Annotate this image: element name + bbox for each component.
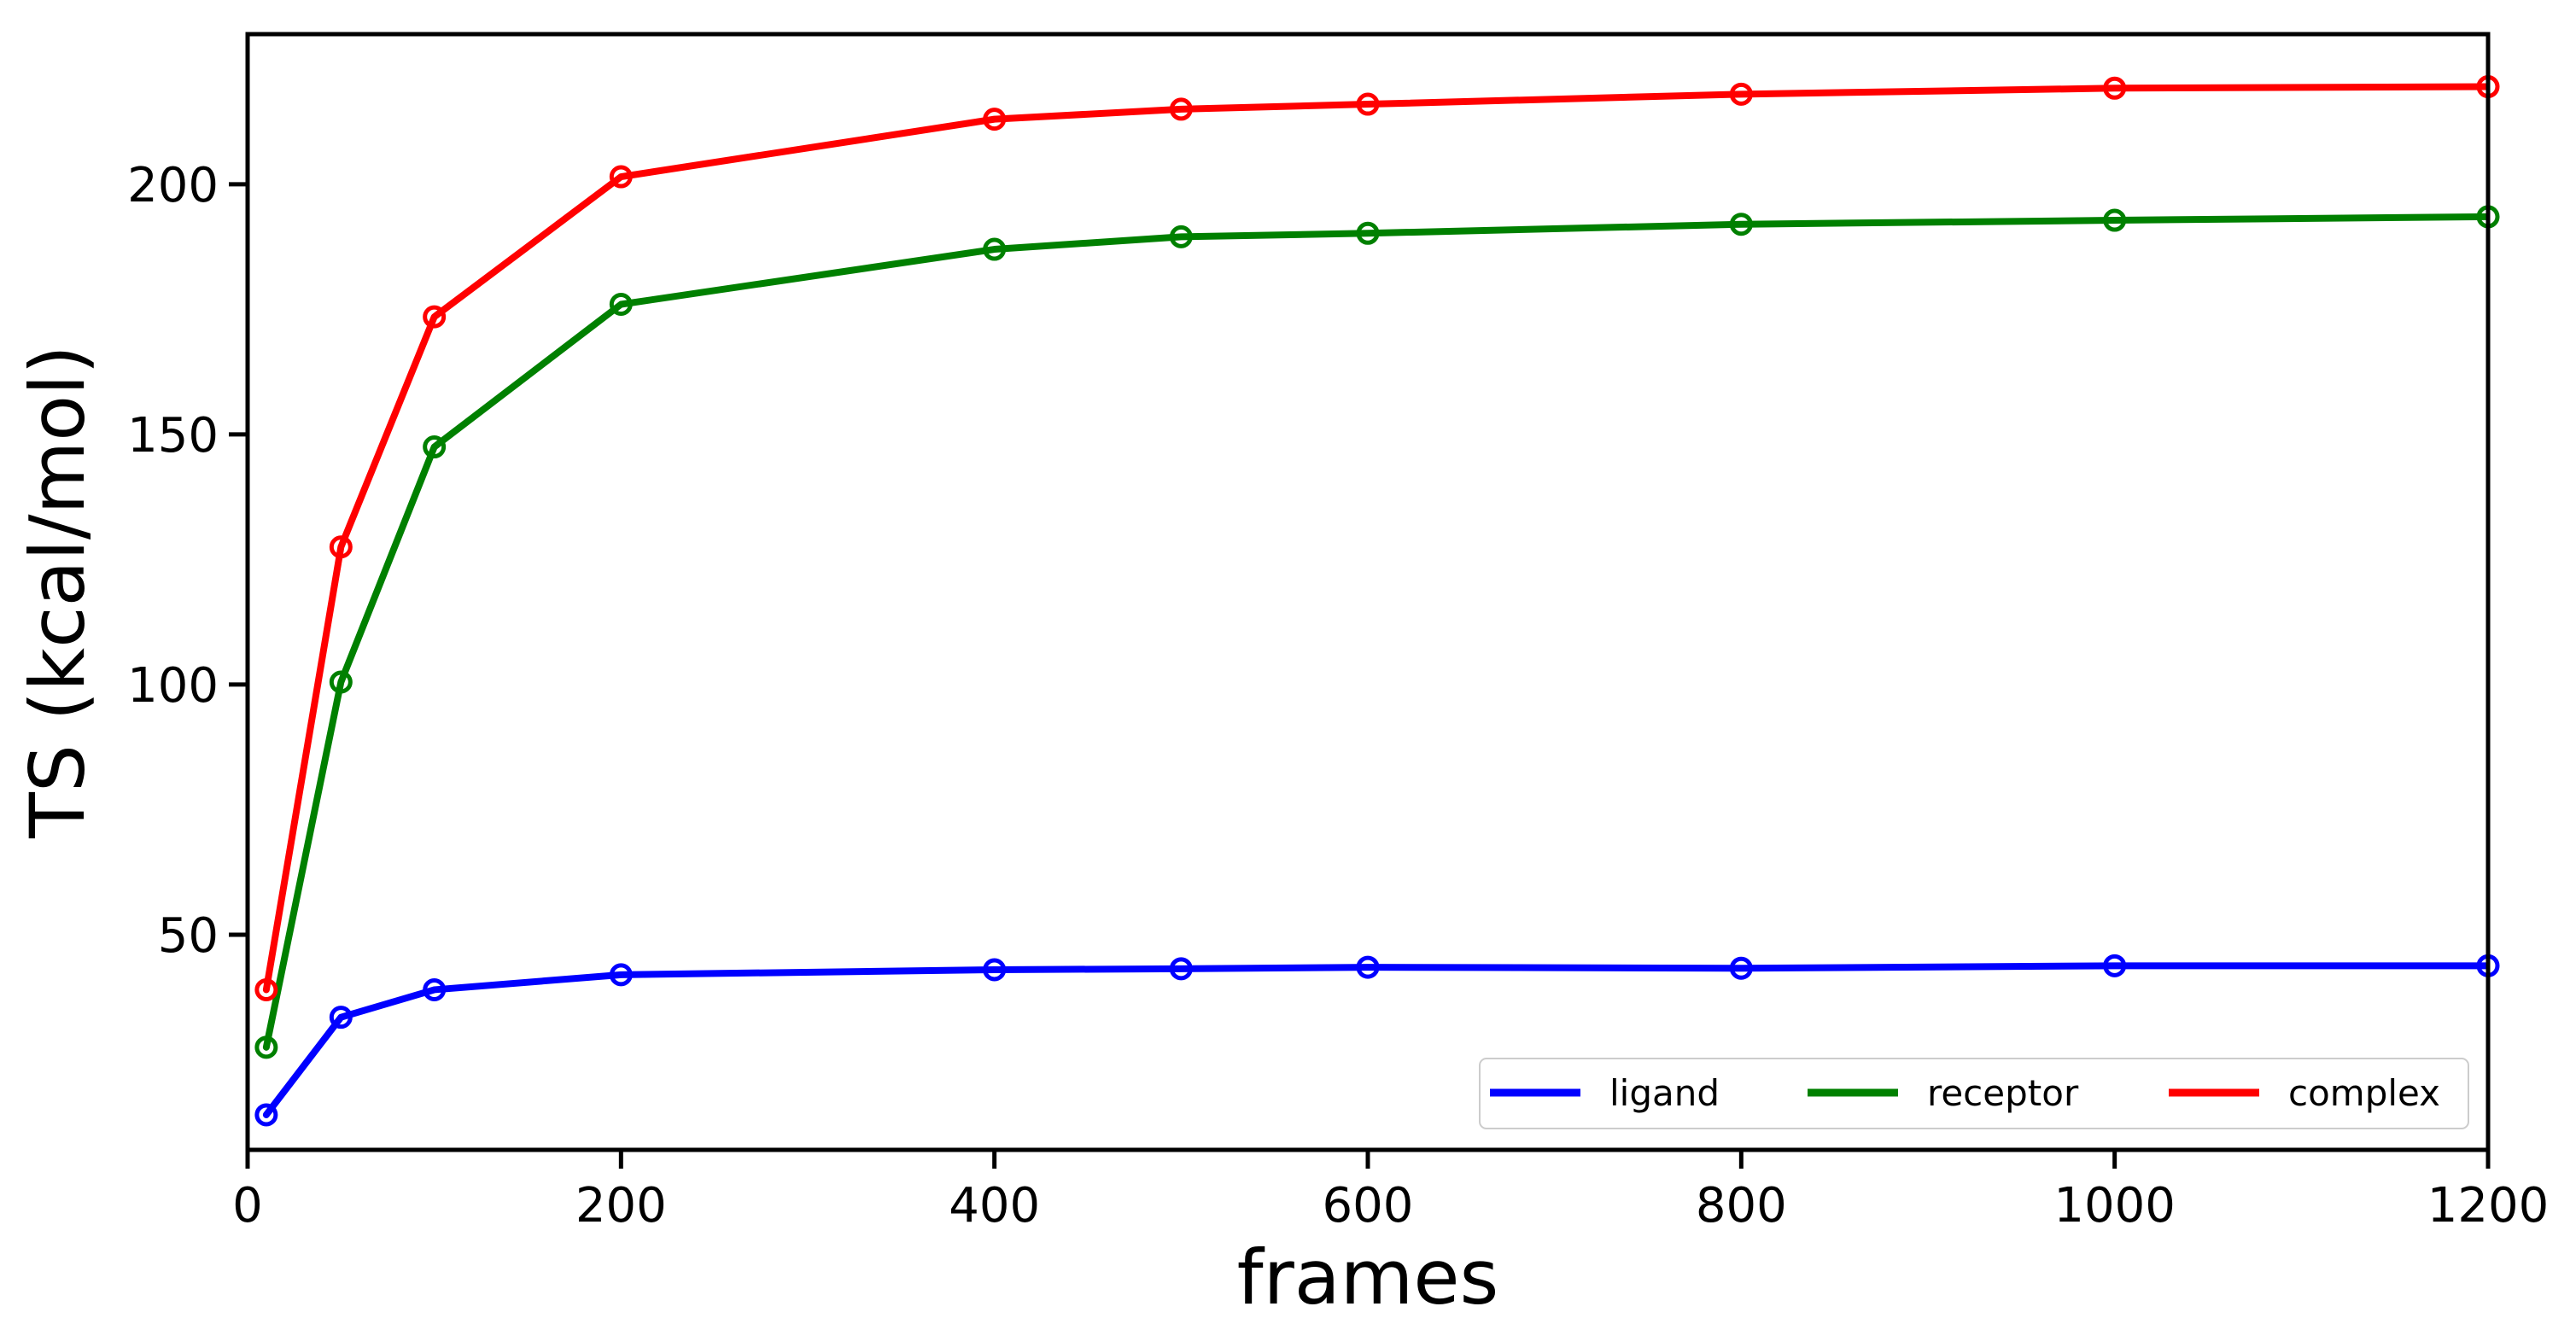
x-tick-label: 400	[949, 1178, 1040, 1234]
data-point-ligand	[2103, 954, 2127, 977]
x-tick-label: 1200	[2427, 1178, 2550, 1234]
y-tick-label: 200	[127, 158, 219, 213]
series-lines	[262, 83, 2488, 1118]
data-point-receptor	[983, 237, 1007, 261]
data-point-ligand	[609, 963, 633, 987]
y-axis-title: TS (kcal/mol)	[14, 345, 102, 839]
x-axis-title: frames	[1237, 1234, 1499, 1321]
data-point-complex	[423, 305, 447, 329]
data-point-receptor	[2103, 208, 2127, 232]
data-point-complex	[983, 108, 1007, 131]
legend-label-receptor: receptor	[1927, 1072, 2079, 1114]
data-point-receptor	[254, 1035, 278, 1059]
data-point-complex	[2103, 76, 2127, 100]
data-point-receptor	[329, 670, 353, 694]
data-point-receptor	[1169, 225, 1193, 248]
legend-box	[1479, 1058, 2469, 1129]
data-point-ligand	[1169, 957, 1193, 981]
data-point-receptor	[1356, 221, 1380, 245]
x-tick-label: 600	[1323, 1178, 1414, 1234]
x-tick-label: 0	[232, 1178, 263, 1234]
data-point-complex	[254, 977, 278, 1001]
data-point-ligand	[983, 958, 1007, 982]
data-point-complex	[609, 165, 633, 189]
y-tick-label: 150	[127, 408, 219, 464]
data-point-ligand	[1356, 955, 1380, 979]
legend-label-ligand: ligand	[1609, 1072, 1720, 1114]
data-point-complex	[329, 535, 353, 559]
plot-frame	[245, 32, 2491, 1152]
data-point-ligand	[423, 977, 447, 1001]
data-point-complex	[1729, 82, 1753, 106]
series-line-receptor	[262, 213, 2488, 1051]
y-tick-label: 50	[158, 908, 219, 964]
axis-ticks: 0 200 400 600 800 1000 1200 50 100 150 200	[127, 158, 2549, 1234]
data-point-receptor	[1729, 213, 1753, 236]
data-point-ligand	[254, 1103, 278, 1127]
x-tick-label: 200	[575, 1178, 667, 1234]
data-point-complex	[1356, 92, 1380, 116]
legend-label-complex: complex	[2288, 1072, 2440, 1114]
data-point-ligand	[1729, 956, 1753, 980]
x-tick-label: 1000	[2053, 1178, 2176, 1234]
x-tick-label: 800	[1696, 1178, 1787, 1234]
series-line-ligand	[262, 962, 2488, 1118]
data-point-receptor	[609, 292, 633, 316]
legend: ligand receptor complex	[1479, 1058, 2469, 1129]
y-tick-label: 100	[127, 658, 219, 714]
series-line-complex	[262, 83, 2488, 994]
data-point-ligand	[329, 1006, 353, 1029]
data-point-complex	[1169, 97, 1193, 121]
data-point-receptor	[423, 435, 447, 459]
